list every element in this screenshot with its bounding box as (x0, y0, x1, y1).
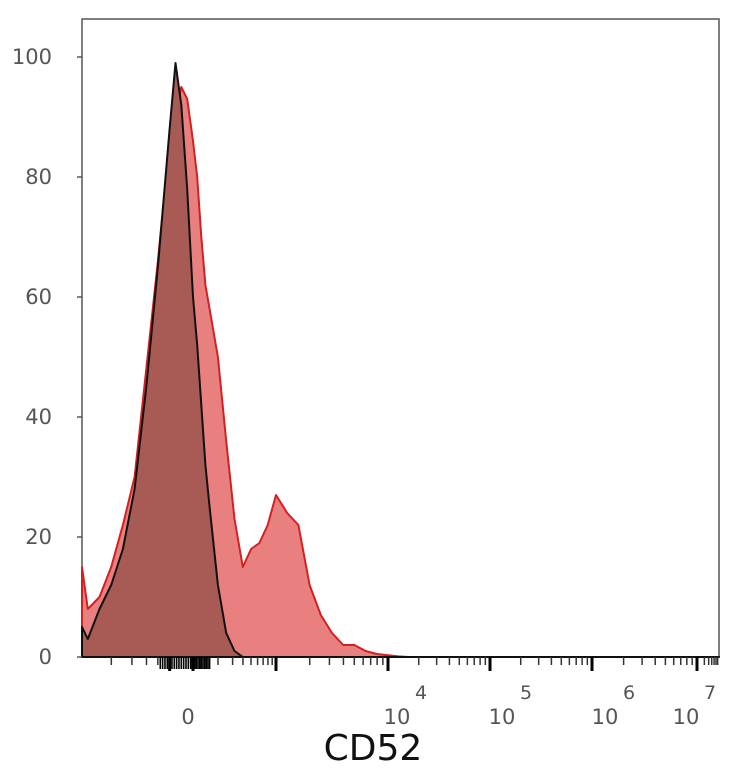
x-tick-label: 10 (673, 705, 700, 729)
plot-area (81, 18, 720, 658)
x-tick-exponent: 4 (415, 682, 427, 704)
x-tick-label: 10 (592, 705, 619, 729)
y-tick-label: 100 (12, 45, 52, 69)
y-tick-label: 80 (25, 165, 52, 189)
x-tick-label: 0 (181, 705, 194, 729)
x-tick-label: 10 (384, 705, 411, 729)
y-tick-label: 40 (25, 405, 52, 429)
x-tick-exponent: 6 (623, 682, 635, 704)
x-tick-label: 10 (489, 705, 516, 729)
histogram-series-2 (81, 62, 720, 658)
y-axis: 0 20 40 60 80 100 (12, 45, 82, 669)
y-tick-label: 20 (25, 525, 52, 549)
x-axis-label: CD52 (324, 728, 423, 768)
x-tick-exponent: 5 (520, 682, 532, 704)
y-tick-label: 60 (25, 285, 52, 309)
x-tick-exponent: 7 (704, 682, 716, 704)
y-tick-label: 0 (39, 645, 52, 669)
